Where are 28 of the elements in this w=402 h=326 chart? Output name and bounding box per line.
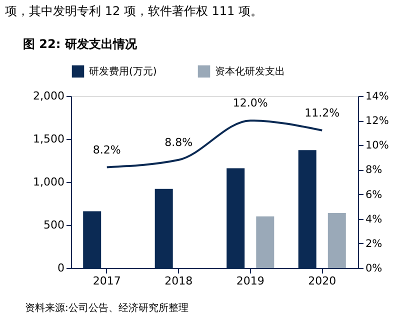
y2-tick-label: 2%: [366, 238, 382, 250]
x-tick-label: 2018: [164, 274, 193, 288]
x-tick-label: 2019: [236, 274, 264, 288]
y2-tick-label: 6%: [366, 188, 382, 201]
y-tick-label: 0: [58, 262, 64, 274]
x-tick-label: 2017: [92, 274, 121, 288]
chart-title: 图 22: 研发支出情况: [23, 37, 138, 51]
y2-tick-label: 8%: [366, 164, 382, 176]
legend-label: 资本化研发支出: [215, 65, 285, 78]
bar: [328, 212, 346, 268]
text: 项，其中发明专利 12 项，软件著作权 111 项。: [5, 4, 262, 18]
x-tick-label: 2020: [308, 274, 336, 288]
y-tick-label: 500: [44, 218, 64, 232]
y2-tick-label: 0%: [366, 262, 382, 274]
data-label: 8.8%: [164, 136, 193, 149]
y2-tick-label: 14%: [366, 90, 389, 102]
text: 资料来源:公司公告、经济研究所整理: [25, 302, 188, 314]
y2-tick-label: 4%: [366, 213, 382, 226]
y-tick-label: 2,000: [33, 90, 64, 102]
data-label: 11.2%: [304, 106, 340, 120]
y-tick-label: 1,500: [33, 132, 64, 146]
y2-tick-label: 12%: [366, 115, 389, 128]
data-label: 8.2%: [92, 143, 121, 156]
legend-label: 研发费用(万元): [89, 65, 157, 78]
y2-tick-label: 10%: [366, 140, 389, 152]
bar: [256, 216, 274, 268]
y-tick-label: 1,000: [33, 176, 64, 188]
data-label: 12.0%: [232, 96, 268, 110]
